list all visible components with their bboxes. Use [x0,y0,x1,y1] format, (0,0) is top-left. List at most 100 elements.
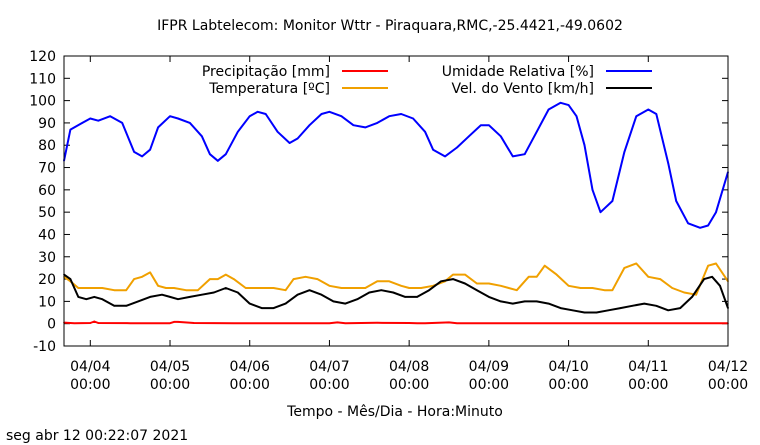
series-3-point [535,300,538,303]
series-2-point [400,284,402,287]
series-0-point [97,322,100,324]
footer-timestamp: seg abr 12 00:22:07 2021 [6,428,188,444]
series-3-point [296,293,299,296]
series-2-point [232,278,235,280]
series-0-point [344,322,347,325]
y-tick-label: 70 [38,161,56,177]
series-1-point [109,115,112,118]
series-2-point [197,289,199,292]
series-2-point [420,287,422,289]
series-1-point [635,115,638,118]
series-1-point [715,211,717,213]
series-2-point [579,287,582,289]
series-0-point [177,321,179,323]
y-tick-label: 120 [29,49,56,65]
series-3-point [356,298,359,300]
series-0-point [416,322,418,325]
series-1-point [488,124,490,126]
series-2-point [217,278,219,280]
series-2-point [185,289,187,292]
series-1-point [121,122,123,124]
series-3-point [320,293,323,296]
series-0-point [193,322,195,324]
series-3-point [161,293,163,296]
series-2-point [340,287,343,289]
y-tick-label: 0 [47,317,56,333]
series-1-point [400,113,402,115]
series-2-point [165,287,167,289]
x-axis-label: Tempo - Mês/Dia - Hora:Minuto [286,404,503,420]
series-2-point [555,273,558,276]
x-tick-time-label: 00:00 [628,377,668,393]
y-tick-label: -10 [33,339,56,355]
series-3-point [547,302,550,305]
series-3-point [344,302,347,305]
series-1-point [647,108,650,111]
series-1-point [248,115,251,118]
y-tick-label: 50 [38,205,56,221]
series-3-point [77,296,80,298]
series-1-point [189,122,191,124]
series-0-point [687,322,689,325]
series-1-point [364,126,367,129]
series-2-point [647,276,650,278]
series-1-point [623,151,626,153]
series-2-point [488,282,490,285]
series-2-point [707,264,709,267]
series-3-point [595,311,598,314]
series-3-point [248,302,251,305]
series-3-point [213,291,215,294]
series-2-point [352,287,355,289]
y-tick-label: 110 [29,71,56,87]
series-3-point [392,291,395,294]
series-3-point [284,302,287,305]
x-tick-date-label: 04/05 [150,359,190,375]
series-2-point [284,289,287,292]
series-3-point [368,291,371,294]
series-3-point [464,282,466,285]
legend-label: Precipitação [mm] [202,64,330,80]
series-2-point [623,267,626,269]
series-3-point [643,302,646,305]
series-0-point [456,322,458,325]
series-line-3 [63,273,729,314]
series-2-point [611,289,614,292]
series-1-point [655,113,658,115]
x-tick-time-label: 00:00 [150,377,190,393]
series-2-point [133,278,135,280]
series-3-point [711,276,713,278]
series-1-point [599,211,602,213]
series-1-point [699,226,701,229]
series-0-point [89,322,92,324]
series-1-point [611,200,614,202]
series-1-point [412,117,414,120]
x-tick-time-label: 00:00 [469,377,509,393]
series-2-point [304,276,307,278]
x-tick-time-label: 00:00 [230,377,270,393]
x-tick-date-label: 04/10 [548,359,588,375]
series-2-point [567,284,570,287]
series-1-point [81,122,84,124]
series-3-point [571,309,574,312]
series-3-point [380,289,383,292]
series-2-point [272,287,275,289]
series-3-point [93,296,96,298]
series-1-point [456,146,458,149]
x-tick-time-label: 00:00 [548,377,588,393]
series-0-point [328,322,331,325]
series-1-point [376,122,379,124]
series-3-point [511,302,514,305]
series-1-point [707,224,709,227]
series-1-point [308,124,311,126]
series-1-point [559,102,562,104]
y-tick-label: 100 [29,94,56,110]
series-1-point [583,144,586,147]
series-3-point [428,289,430,292]
series-2-point [376,280,379,283]
series-2-point [695,293,697,296]
series-1-point [177,117,179,120]
series-2-point [671,287,674,289]
series-3-point [101,298,104,300]
y-axis-ticks: -10 0 10 20 30 40 50 60 70 80 90 100 110 120 [29,49,728,355]
series-0-point [567,322,570,325]
